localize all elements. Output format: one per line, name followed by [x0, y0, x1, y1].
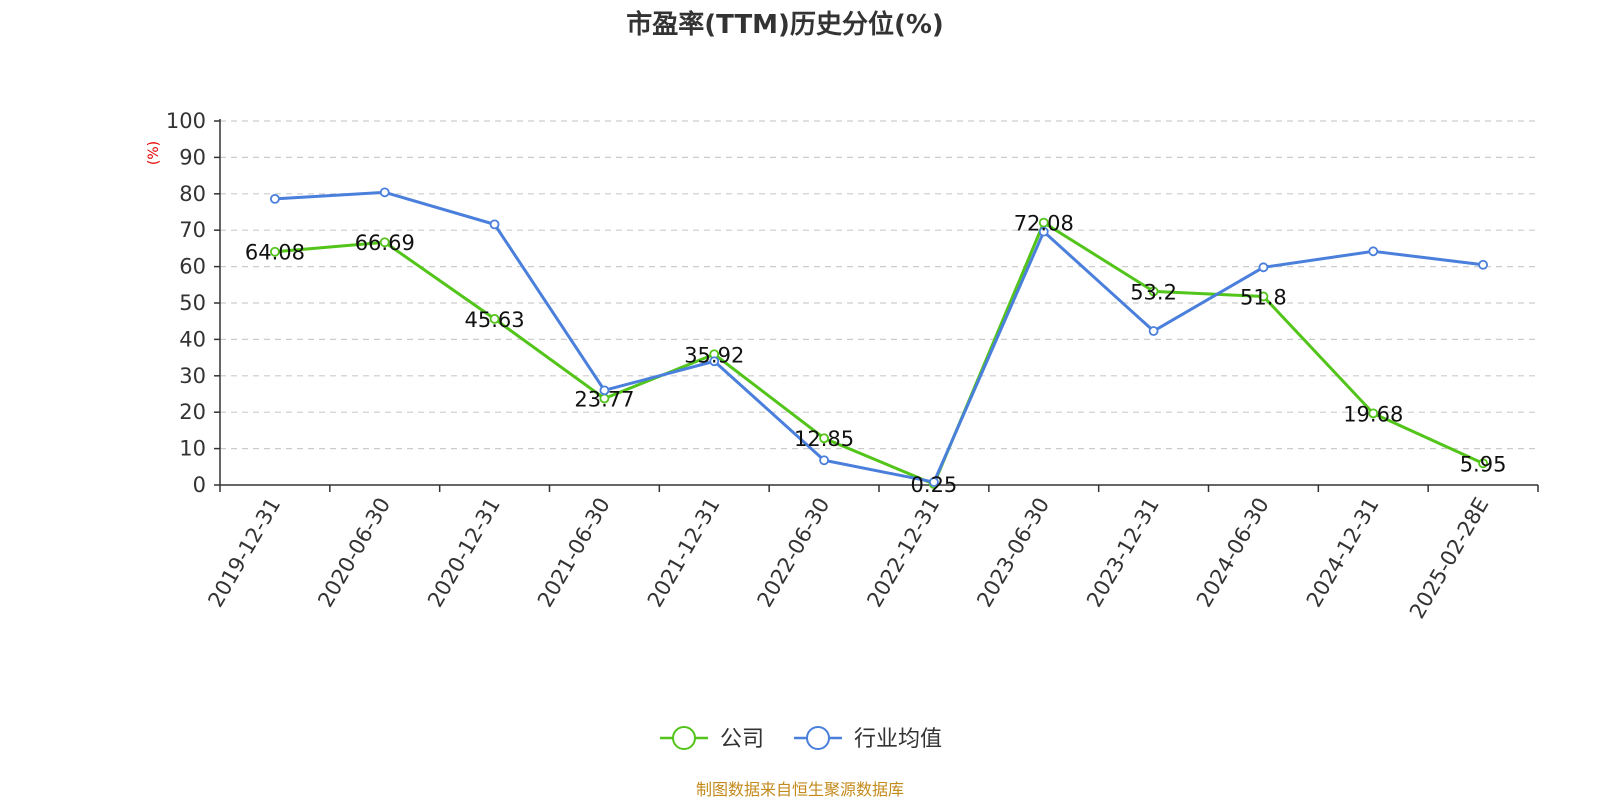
x-tick-label: 2023-06-30 — [972, 494, 1054, 612]
y-tick-label: 60 — [179, 255, 206, 279]
y-tick-label: 70 — [179, 218, 206, 242]
data-label: 72.08 — [1014, 212, 1074, 236]
data-point-1 — [489, 314, 500, 324]
data-point-1 — [819, 433, 829, 444]
y-tick-labels: 0 10 20 30 40 50 60 70 80 90 100 — [166, 109, 206, 497]
data-point-2 — [929, 477, 939, 487]
legend-label: 行业均值 — [854, 727, 942, 752]
data-point-2 — [1038, 226, 1049, 237]
data-label: 66.69 — [355, 231, 415, 255]
x-tick-label: 2021-06-30 — [533, 494, 615, 612]
data-point-1 — [1478, 458, 1488, 469]
data-point-1 — [270, 246, 280, 257]
data-label: 45.63 — [465, 308, 525, 332]
chart-title: 市盈率(TTM)历史分位(%) — [626, 9, 944, 40]
data-point-2 — [709, 356, 720, 367]
x-tick-label: 2023-12-31 — [1082, 494, 1164, 612]
legend-marker — [672, 726, 696, 750]
y-axis-unit: (%) — [146, 141, 162, 165]
legend-item-1: 公司 — [660, 726, 764, 752]
data-label: 51.8 — [1240, 285, 1287, 309]
data-point-2 — [599, 385, 610, 396]
series-lines — [270, 187, 1488, 489]
y-tick-label: 100 — [166, 109, 206, 133]
data-point-1 — [379, 237, 390, 248]
data-point-2 — [819, 455, 829, 466]
x-tick-label: 2020-06-30 — [313, 494, 395, 612]
x-tick-label: 2024-06-30 — [1192, 494, 1274, 612]
x-tick-label: 2022-12-31 — [862, 494, 944, 612]
data-point-2 — [1478, 259, 1488, 270]
legend-label: 公司 — [720, 727, 764, 752]
data-label: 5.95 — [1460, 452, 1507, 476]
x-tick-label: 2024-12-31 — [1302, 494, 1384, 612]
y-tick-label: 0 — [193, 473, 206, 497]
data-point-2 — [270, 193, 280, 204]
grid-lines — [220, 120, 1538, 450]
data-point-2 — [1148, 326, 1159, 336]
source-note: 制图数据来自恒生聚源数据库 — [696, 780, 904, 799]
series-line-1 — [274, 221, 1484, 486]
data-label: 53.2 — [1130, 280, 1177, 304]
x-tick-label: 2019-12-31 — [203, 494, 285, 612]
legend: 公司 行业均值 — [660, 726, 942, 752]
data-point-2 — [1368, 246, 1379, 257]
data-point-2 — [1258, 262, 1269, 273]
data-label: 35.92 — [684, 343, 744, 367]
data-point-2 — [379, 187, 390, 198]
data-point-1 — [1368, 408, 1379, 419]
data-point-1 — [1258, 291, 1269, 302]
series-line-2 — [274, 190, 1484, 484]
data-point-2 — [489, 219, 500, 230]
x-tick-label: 2020-12-31 — [423, 494, 505, 612]
x-tick-label: 2022-06-30 — [753, 494, 835, 612]
data-point-1 — [1148, 286, 1159, 297]
y-tick-label: 90 — [179, 145, 206, 169]
y-tick-label: 10 — [179, 437, 206, 461]
data-label: 0.25 — [911, 473, 958, 497]
axes — [214, 119, 1539, 492]
x-tick-label: 2021-12-31 — [643, 494, 725, 612]
y-tick-label: 30 — [179, 364, 206, 388]
legend-item-2: 行业均值 — [794, 726, 942, 752]
x-tick-label: 2025-02-28E — [1405, 494, 1493, 623]
data-label: 23.77 — [574, 387, 634, 411]
data-point-1 — [1038, 217, 1049, 228]
y-tick-label: 50 — [179, 291, 206, 315]
data-labels: 64.08 66.69 45.63 23.77 35.92 12.85 0.25 72.08 5… — [245, 212, 1507, 497]
data-label: 19.68 — [1343, 402, 1403, 426]
legend-marker — [806, 726, 830, 750]
data-label: 12.85 — [794, 427, 854, 451]
y-tick-label: 20 — [179, 400, 206, 424]
y-tick-label: 80 — [179, 182, 206, 206]
y-tick-label: 40 — [179, 327, 206, 351]
data-label: 64.08 — [245, 241, 305, 265]
x-tick-labels: 2019-12-31 2020-06-30 2020-12-31 2021-06-30… — [203, 494, 1493, 623]
